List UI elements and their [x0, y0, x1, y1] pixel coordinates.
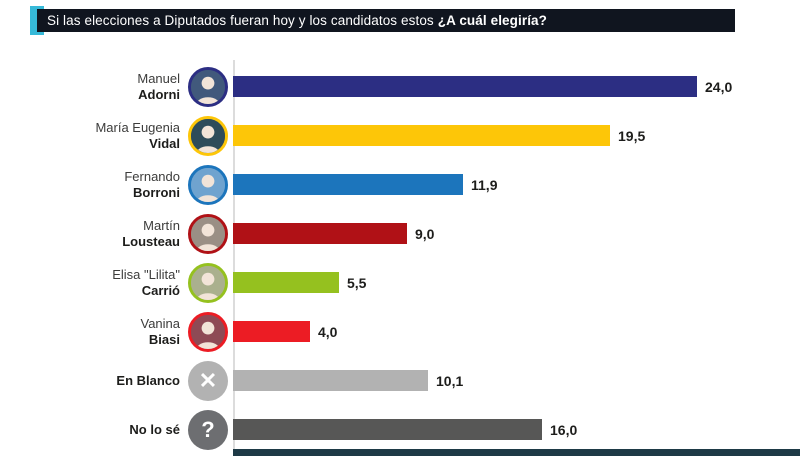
value-label: 9,0 [415, 225, 435, 242]
candidate-firstname: Martín [143, 217, 180, 233]
bar-zone: 19,5 [233, 125, 800, 146]
value-label: 24,0 [705, 78, 733, 95]
value-label: 4,0 [318, 323, 338, 340]
candidate-lastname: No lo sé [129, 421, 180, 437]
page-title: Si las elecciones a Diputados fueran hoy… [47, 13, 547, 28]
candidate-name: Fernando Borroni [32, 169, 180, 201]
candidate-name: Elisa "Lilita" Carrió [32, 267, 180, 299]
result-bar [233, 223, 407, 244]
page-title-normal: Si las elecciones a Diputados fueran hoy… [47, 13, 434, 28]
chart-row: Elisa "Lilita" Carrió 5,5 [32, 258, 800, 307]
bar-zone: 9,0 [233, 223, 800, 244]
candidate-name: Vanina Biasi [32, 316, 180, 348]
candidate-lastname: Biasi [148, 331, 180, 347]
chart-row: Manuel Adorni 24,0 [32, 62, 800, 111]
result-bar [233, 272, 339, 293]
bar-zone: 10,1 [233, 370, 800, 391]
candidate-avatar [188, 311, 228, 352]
value-label: 11,9 [471, 176, 498, 193]
result-bar [233, 125, 610, 146]
question-icon: ? [201, 416, 215, 442]
candidate-avatar: ? [188, 409, 228, 450]
candidate-name: María Eugenia Vidal [32, 120, 180, 152]
candidate-name: No lo sé [32, 422, 180, 438]
candidate-lastname: Borroni [133, 184, 180, 200]
axis-line [233, 60, 235, 449]
page-title-bold: ¿A cuál elegiría? [437, 13, 548, 28]
value-label: 5,5 [347, 274, 367, 291]
candidate-firstname: Elisa "Lilita" [112, 266, 180, 282]
candidate-lastname: Adorni [138, 86, 180, 102]
bar-zone: 5,5 [233, 272, 800, 293]
candidate-lastname: En Blanco [116, 372, 180, 388]
person-photo-icon [191, 265, 225, 300]
header: Si las elecciones a Diputados fueran hoy… [30, 6, 742, 36]
result-bar [233, 76, 697, 97]
candidate-avatar [188, 213, 228, 254]
chart-row: Vanina Biasi 4,0 [32, 307, 800, 356]
chart-rows: Manuel Adorni 24,0 María Eugenia Vidal 1… [32, 62, 800, 454]
result-bar [233, 174, 463, 195]
bar-zone: 24,0 [233, 76, 800, 97]
footer-strip [233, 449, 800, 456]
title-bar: Si las elecciones a Diputados fueran hoy… [37, 9, 735, 32]
value-label: 16,0 [550, 421, 578, 438]
candidate-lastname: Carrió [141, 282, 180, 298]
candidate-name: Manuel Adorni [32, 71, 180, 103]
chart-row: En Blanco ✕ 10,1 [32, 356, 800, 405]
candidate-name: En Blanco [32, 373, 180, 389]
candidate-avatar [188, 66, 228, 107]
value-label: 19,5 [618, 127, 646, 144]
bar-zone: 4,0 [233, 321, 800, 342]
candidate-avatar: ✕ [188, 360, 228, 401]
candidate-avatar [188, 164, 228, 205]
person-photo-icon [191, 314, 225, 349]
candidate-firstname: Vanina [140, 315, 180, 331]
result-bar [233, 419, 542, 440]
person-photo-icon [191, 118, 225, 153]
person-photo-icon [191, 216, 225, 251]
chart-row: Martín Lousteau 9,0 [32, 209, 800, 258]
bar-zone: 11,9 [233, 174, 800, 195]
result-bar [233, 321, 310, 342]
chart-row: María Eugenia Vidal 19,5 [32, 111, 800, 160]
chart-row: No lo sé ? 16,0 [32, 405, 800, 454]
candidate-lastname: Lousteau [122, 233, 180, 249]
chart-row: Fernando Borroni 11,9 [32, 160, 800, 209]
candidate-lastname: Vidal [149, 135, 180, 151]
candidate-avatar [188, 115, 228, 156]
person-photo-icon [191, 167, 225, 202]
candidate-avatar [188, 262, 228, 303]
candidate-firstname: Fernando [124, 168, 180, 184]
x-icon: ✕ [198, 367, 218, 393]
person-photo-icon [191, 69, 225, 104]
candidate-name: Martín Lousteau [32, 218, 180, 250]
result-bar [233, 370, 428, 391]
candidate-firstname: María Eugenia [95, 119, 180, 135]
value-label: 10,1 [436, 372, 464, 389]
bar-zone: 16,0 [233, 419, 800, 440]
candidate-firstname: Manuel [137, 70, 180, 86]
